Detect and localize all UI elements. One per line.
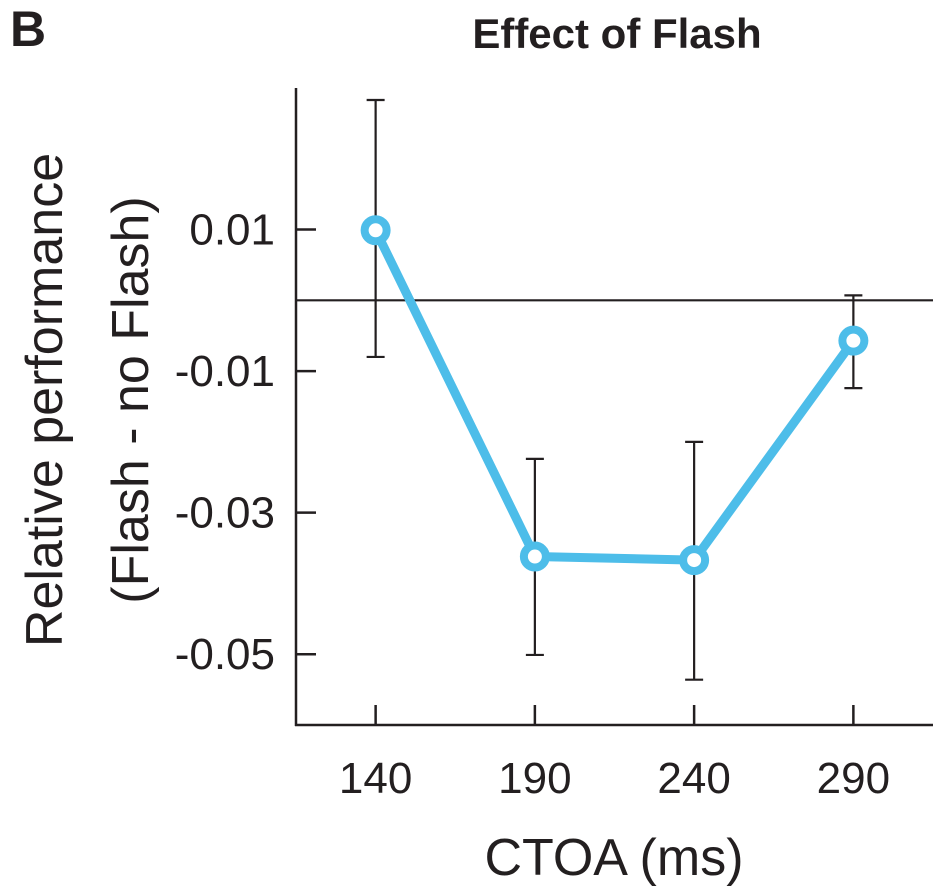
- x-tick-label: 290: [817, 754, 890, 803]
- panel-label: B: [10, 1, 46, 57]
- data-point: [838, 325, 869, 356]
- y-tick-label: -0.05: [175, 630, 275, 679]
- y-tick-label: -0.03: [175, 489, 275, 538]
- y-tick-label: 0.01: [189, 206, 275, 255]
- x-axis-label: CTOA (ms): [484, 829, 743, 887]
- series-line: [371, 228, 858, 565]
- x-tick-label: 240: [657, 754, 730, 803]
- data-point: [519, 541, 550, 572]
- x-tick-label: 190: [498, 754, 571, 803]
- chart-title: Effect of Flash: [472, 10, 761, 57]
- axes: [294, 88, 933, 727]
- series-group: [360, 215, 869, 576]
- y-axis-label-line-2: (Flash - no Flash): [102, 196, 160, 603]
- data-point: [360, 215, 391, 246]
- tick-labels: 0.01 -0.01 -0.03 -0.05 140 190 240 290: [175, 206, 890, 803]
- x-tick-label: 140: [339, 754, 412, 803]
- y-tick-label: -0.01: [175, 347, 275, 396]
- y-axis-label: Relative performance (Flash - no Flash): [16, 153, 160, 647]
- y-axis-label-line-1: Relative performance: [16, 153, 74, 647]
- data-point: [679, 545, 710, 576]
- error-bars: [366, 98, 863, 681]
